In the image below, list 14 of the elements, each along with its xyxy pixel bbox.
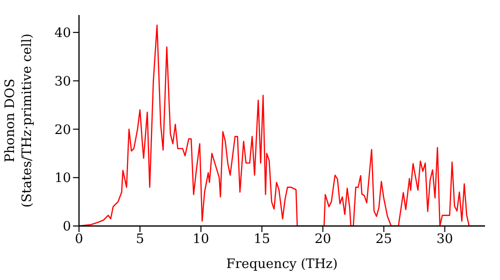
y-axis-title: Phonon DOS (States/THz·primitive cell)	[3, 33, 35, 208]
x-tick-label: 10	[192, 232, 210, 248]
x-axis-title: Frequency (THz)	[226, 257, 338, 272]
y-tick-label: 30	[54, 74, 71, 90]
x-tick-label: 0	[74, 232, 84, 248]
x-tick-label: 30	[436, 232, 454, 248]
x-tick-label: 20	[314, 232, 332, 248]
y-tick-label: 10	[54, 171, 71, 186]
x-tick-label: 5	[136, 232, 144, 248]
x-tick-label: 25	[376, 232, 392, 248]
y-tick-label: 0	[62, 220, 71, 235]
y-tick-label: 40	[54, 26, 71, 42]
y-tick-label: 20	[54, 122, 71, 138]
x-tick-label: 15	[254, 232, 270, 248]
